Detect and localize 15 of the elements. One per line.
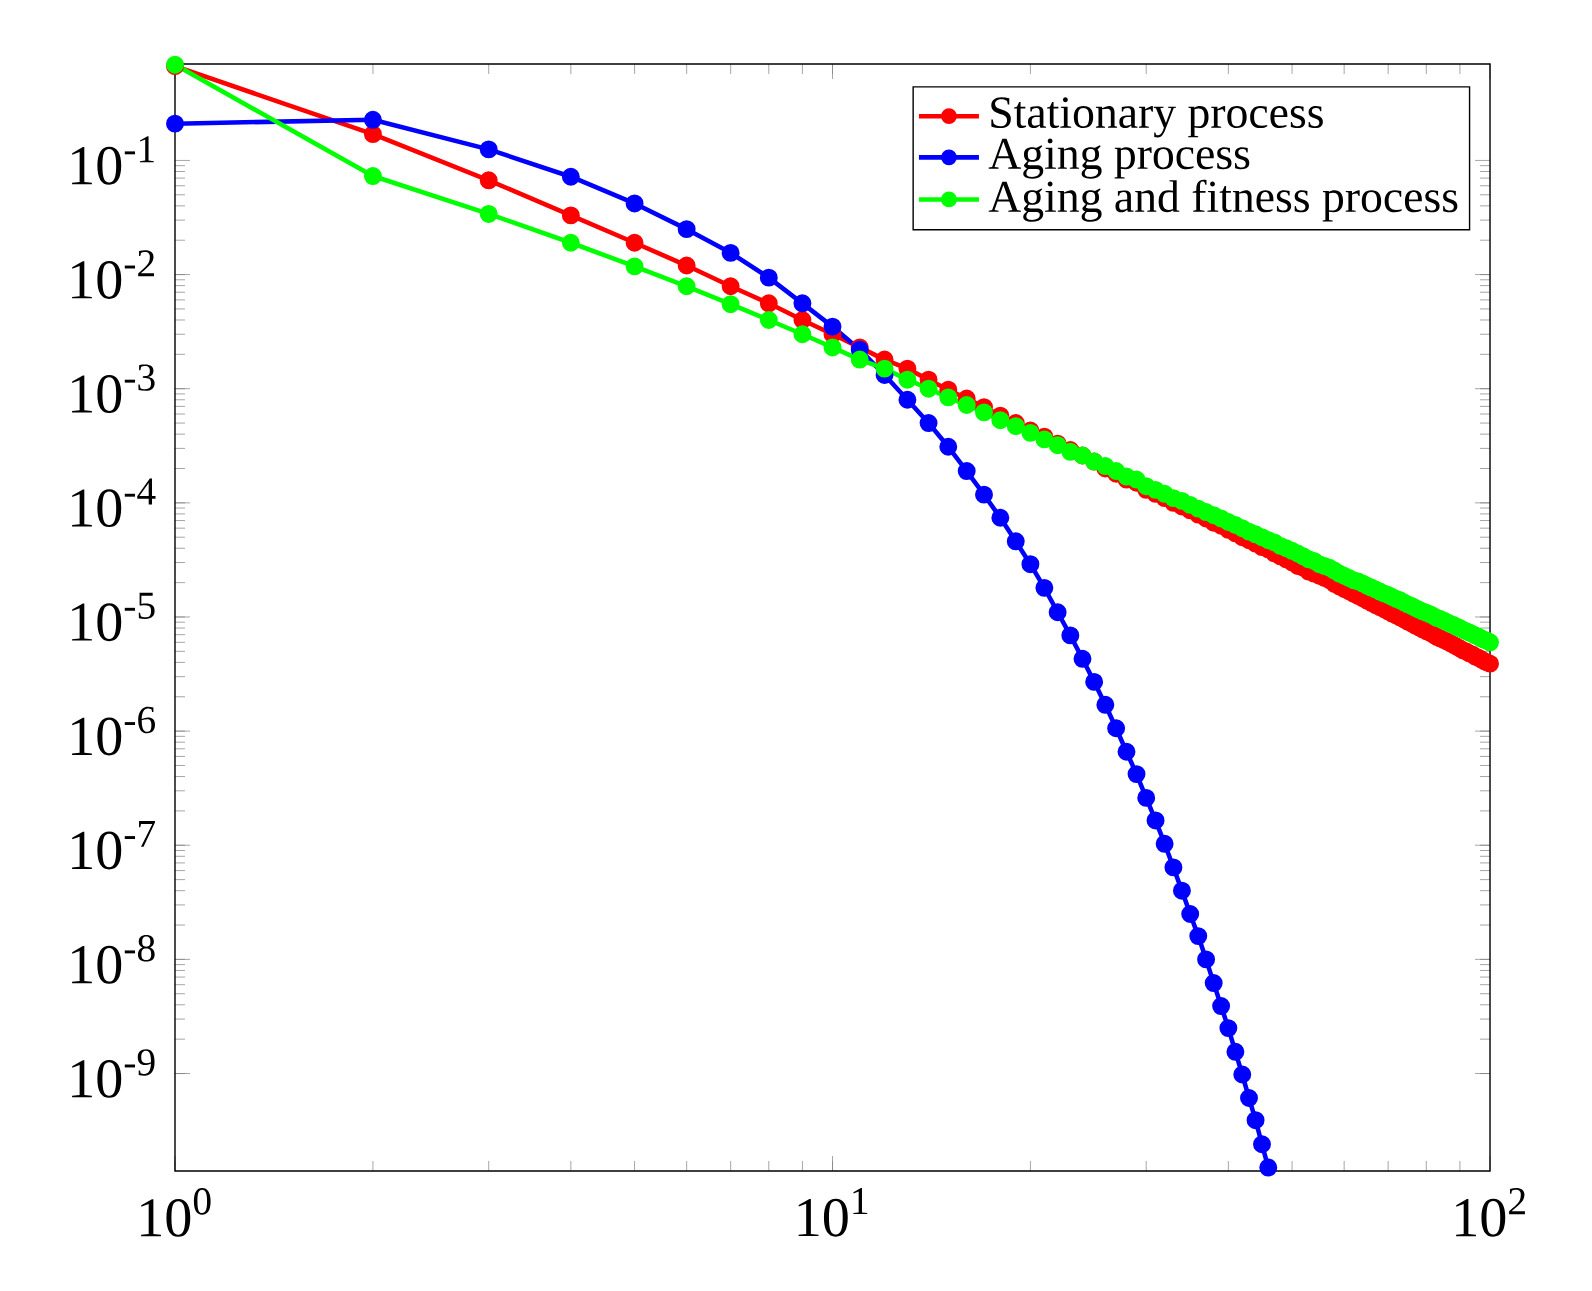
y-tick-label: 10$^{-7}$ — [72, 821, 155, 870]
legend-label: Stationary process — [991, 97, 1323, 138]
y-tick-label: 10$^{-4}$ — [72, 478, 156, 528]
x-tick-label: 10$^{1}$ — [798, 1188, 868, 1237]
y-tick-label: 10$^{-8}$ — [72, 935, 155, 984]
x-tick-label: 10$^{0}$ — [141, 1188, 211, 1237]
legend-label: Aging process — [988, 138, 1250, 179]
y-tick-label: 10$^{-3}$ — [72, 364, 155, 414]
legend-label: Aging and fitness process — [988, 179, 1458, 222]
y-tick-label: 10$^{-1}$ — [72, 136, 154, 185]
y-tick-label: 10$^{-5}$ — [72, 592, 155, 642]
x-tick-label: 10$^{2}$ — [1456, 1188, 1525, 1237]
y-tick-label: 10$^{-9}$ — [72, 1049, 155, 1098]
y-tick-label: 10$^{-2}$ — [72, 250, 154, 299]
y-tick-label: 10$^{-6}$ — [72, 706, 155, 756]
